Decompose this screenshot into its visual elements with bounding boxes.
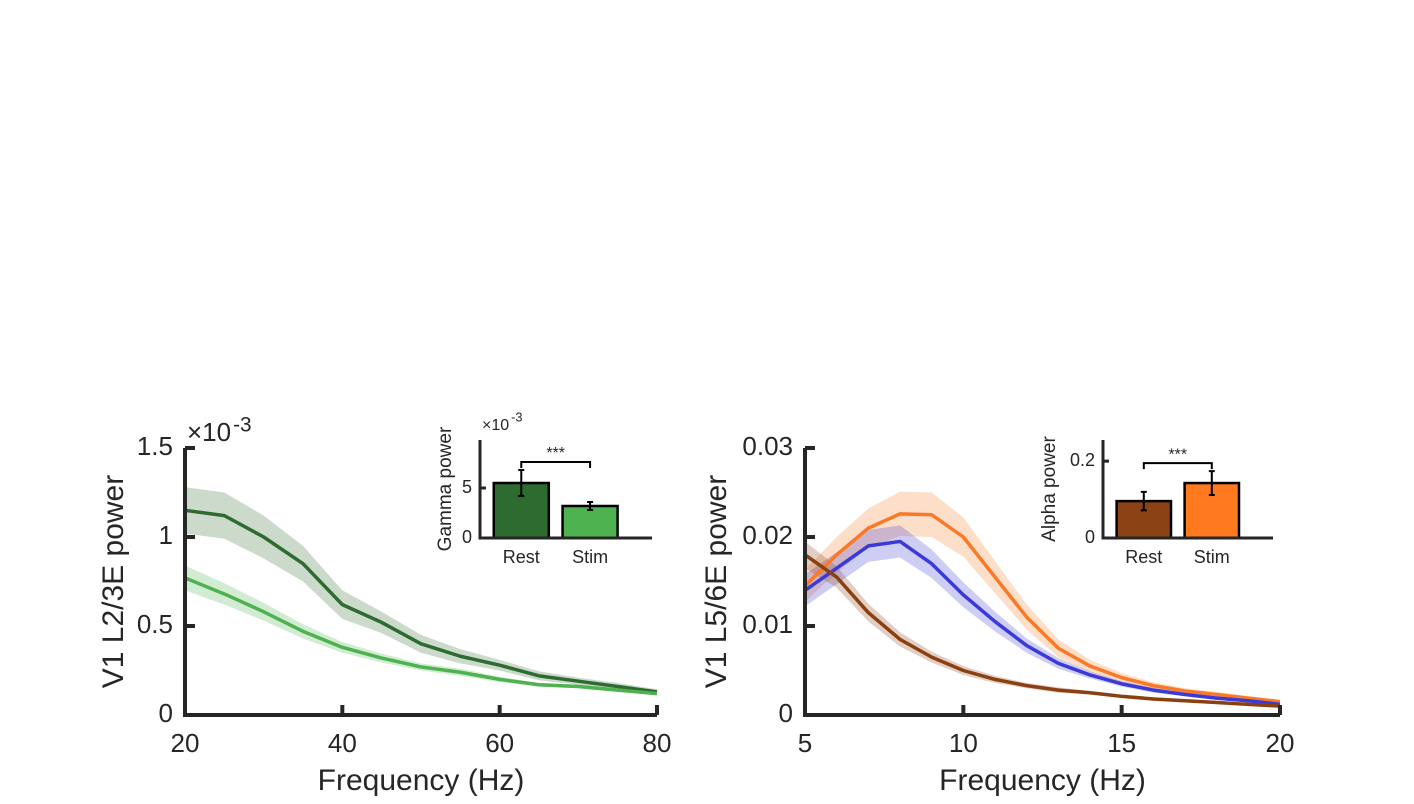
error-band	[185, 487, 657, 695]
significance-label: ***	[1168, 446, 1187, 463]
y-tick-label: 0.03	[742, 431, 793, 461]
x-tick-label: Rest	[503, 547, 540, 567]
axis-line	[1101, 440, 1273, 540]
error-band	[805, 525, 1280, 706]
significance-label: ***	[546, 445, 565, 462]
x-axis-label: Frequency (Hz)	[939, 764, 1146, 797]
line	[803, 553, 1281, 708]
x-tick-label: Rest	[1125, 547, 1162, 567]
x-axis-label: Frequency (Hz)	[318, 764, 525, 797]
y-tick-label: 1.5	[137, 431, 173, 461]
x-tick-label: 20	[171, 728, 200, 758]
y-tick-label: 0	[1085, 527, 1095, 547]
axis-line	[183, 448, 657, 717]
y-multiplier: ×10	[187, 417, 231, 447]
x-tick-label: 60	[485, 728, 514, 758]
chart-panel: Rest Stim *** 0 5 Gamma power ×10-3	[435, 409, 652, 567]
y-axis-label: Gamma power	[435, 426, 456, 551]
y-tick-label: 1	[159, 520, 173, 550]
x-tick-label: 40	[328, 728, 357, 758]
y-tick-label: 5	[462, 477, 472, 497]
x-tick-label: 80	[643, 728, 672, 758]
y-exponent: -3	[511, 409, 522, 424]
x-tick-label: 15	[1107, 728, 1136, 758]
y-tick-label: 0	[779, 698, 793, 728]
y-axis-label: V1 L5/6E power	[700, 475, 733, 688]
axis-line	[803, 448, 1280, 717]
x-tick-label: Stim	[1194, 547, 1230, 567]
error-band	[185, 565, 657, 696]
line	[803, 539, 1281, 707]
line	[803, 512, 1281, 704]
axis-line	[478, 440, 652, 540]
line	[184, 576, 658, 696]
x-tick-label: 5	[798, 728, 812, 758]
x-tick-label: 10	[949, 728, 978, 758]
y-axis-label: Alpha power	[1039, 436, 1060, 542]
chart-panel: 20 40 60 80 Frequency (Hz) 0 0.5 1 1.5V1 L2/3E p…	[97, 414, 672, 797]
chart-panel: Rest Stim *** 0 0.2 Alpha power	[1039, 436, 1273, 567]
y-tick-label: 0.2	[1070, 450, 1095, 470]
line	[184, 508, 658, 694]
chart-panel: 5 10 15 20 Frequency (Hz) 0 0.01 0.02 0.03 V1 L5/…	[700, 431, 1295, 797]
y-tick-label: 0	[159, 698, 173, 728]
y-tick-label: 0.5	[137, 609, 173, 639]
significance-bracket	[520, 461, 592, 468]
significance-bracket	[1142, 462, 1213, 470]
y-exponent: -3	[233, 414, 252, 437]
y-multiplier: ×10	[482, 417, 509, 434]
x-tick-label: Stim	[572, 547, 608, 567]
y-tick-label: 0	[462, 527, 472, 547]
y-axis-label: V1 L2/3E power	[97, 475, 130, 688]
x-tick-label: 20	[1266, 728, 1295, 758]
y-tick-label: 0.02	[742, 520, 793, 550]
y-tick-label: 0.01	[742, 609, 793, 639]
